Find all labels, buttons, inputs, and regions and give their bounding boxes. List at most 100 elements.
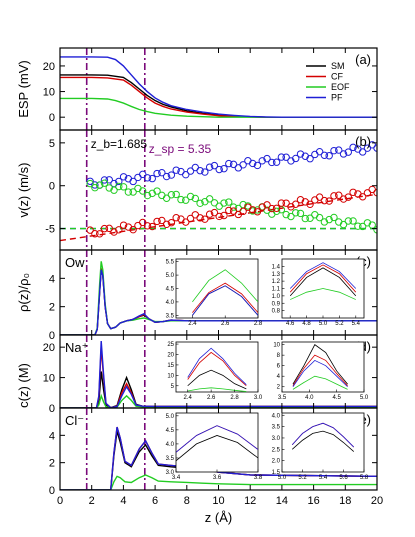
inset-ytick-label: 2 <box>277 385 281 391</box>
marker-PF <box>258 157 266 165</box>
inset-plot <box>289 262 357 300</box>
marker-PF <box>272 158 281 166</box>
marker-PF <box>315 147 324 156</box>
series-PF-d <box>60 341 377 408</box>
inset-xtick-label: 5.8 <box>360 475 369 481</box>
inset-ytick-label: 0.9 <box>272 301 281 307</box>
marker-CF <box>134 221 142 230</box>
marker-PF <box>105 176 113 184</box>
marker-CF <box>277 199 286 207</box>
marker-PF <box>201 168 209 176</box>
xtick-label: 6 <box>152 495 158 507</box>
marker-EOF <box>143 191 152 200</box>
inset-series-PF <box>176 425 258 453</box>
marker-PF <box>119 173 128 181</box>
marker-EOF <box>119 183 128 191</box>
inset-series-SM <box>187 369 247 390</box>
marker-CF <box>95 230 104 238</box>
marker-PF <box>335 146 343 154</box>
marker-CF <box>358 193 367 201</box>
inset-ytick-label: 10 <box>167 373 174 379</box>
inset-xtick-label: 5.0 <box>319 321 328 327</box>
xtick-label: 4 <box>120 495 126 507</box>
plot-area-c <box>60 250 377 335</box>
marker-EOF <box>306 214 314 222</box>
ytick-label: 4 <box>49 273 55 285</box>
marker-CF <box>339 195 348 203</box>
marker-EOF <box>311 211 319 219</box>
marker-CF <box>182 218 190 226</box>
xtick-label: 14 <box>276 495 288 507</box>
inset-series-PF <box>192 285 258 316</box>
inset-d-0: 2.4 2.6 2.8 3.0 5 10 15 20 25 <box>167 341 263 401</box>
marker-CF <box>158 216 166 225</box>
marker-EOF <box>196 199 204 207</box>
marker-PF <box>282 153 290 161</box>
inset-xtick-label: 3.8 <box>254 475 263 481</box>
marker-PF <box>320 151 329 159</box>
ytick-label: 2 <box>49 302 55 314</box>
marker-PF <box>234 164 243 172</box>
inset-ytick-label: 10 <box>273 343 280 349</box>
marker-EOF <box>124 188 133 196</box>
xlabel: z (Å) <box>205 510 232 525</box>
series-EOF-e <box>60 474 377 490</box>
marker-CF <box>143 222 152 230</box>
inset-ytick-label: 1.0 <box>272 294 281 300</box>
inset-ytick-label: 4.0 <box>166 300 175 306</box>
markers-CF <box>86 185 377 238</box>
ytick-label: 0 <box>49 181 55 193</box>
inset-series-PF <box>187 347 247 385</box>
marker-EOF <box>110 186 118 194</box>
inset-c-0: 2.4 2.6 2.8 3.5 4.0 4.5 5.0 5.5 <box>166 258 263 327</box>
marker-PF <box>167 171 176 179</box>
inset-ytick-label: 4.0 <box>272 413 281 419</box>
marker-CF <box>201 215 209 223</box>
marker-PF <box>311 150 319 159</box>
inset-series-SM <box>289 267 357 297</box>
inset-xtick-label: 3.5 <box>278 395 287 401</box>
marker-EOF <box>287 212 295 221</box>
ytick-label: 0 <box>49 330 55 342</box>
marker-EOF <box>210 199 219 207</box>
marker-EOF <box>162 194 171 202</box>
marker-CF <box>139 218 147 227</box>
marker-PF <box>205 163 214 171</box>
marker-PF <box>306 155 314 163</box>
marker-CF <box>115 226 123 234</box>
xtick-label: 8 <box>184 495 190 507</box>
xtick-label: 10 <box>212 495 224 507</box>
marker-CF <box>292 200 300 208</box>
marker-PF <box>162 172 171 181</box>
inset-xtick-label: 2.6 <box>221 321 230 327</box>
marker-PF <box>100 176 109 184</box>
panel-label-b: (b) <box>355 134 371 149</box>
inset-series-PF <box>289 262 357 289</box>
marker-CF <box>239 207 247 216</box>
inset-xtick-label: 5.6 <box>339 475 348 481</box>
marker-CF <box>196 214 204 222</box>
marker-EOF <box>296 209 305 218</box>
xtick-label: 0 <box>57 495 63 507</box>
marker-PF <box>186 167 195 175</box>
inset-xtick-label: 2.8 <box>230 395 239 401</box>
inset-plot <box>192 269 258 316</box>
inset-ytick-label: 4.0 <box>166 442 175 448</box>
ylabel-a: ESP (mV) <box>16 60 31 118</box>
legend-label-CF: CF <box>331 72 343 82</box>
marker-EOF <box>354 222 362 230</box>
inset-series-PF <box>291 422 355 448</box>
marker-PF <box>129 177 137 186</box>
annotation-zb: z_b=1.685 <box>91 137 148 151</box>
marker-PF <box>148 174 156 183</box>
marker-PF <box>229 160 238 169</box>
marker-PF <box>253 161 262 170</box>
marker-CF <box>325 197 333 205</box>
marker-CF <box>263 201 271 209</box>
species-label-e: Cl⁻ <box>65 413 84 428</box>
panel-a: 0 10 20 (a) ESP (mV) <box>16 47 378 131</box>
inset-ytick-label: 3.0 <box>166 470 175 476</box>
marker-EOF <box>186 192 195 201</box>
